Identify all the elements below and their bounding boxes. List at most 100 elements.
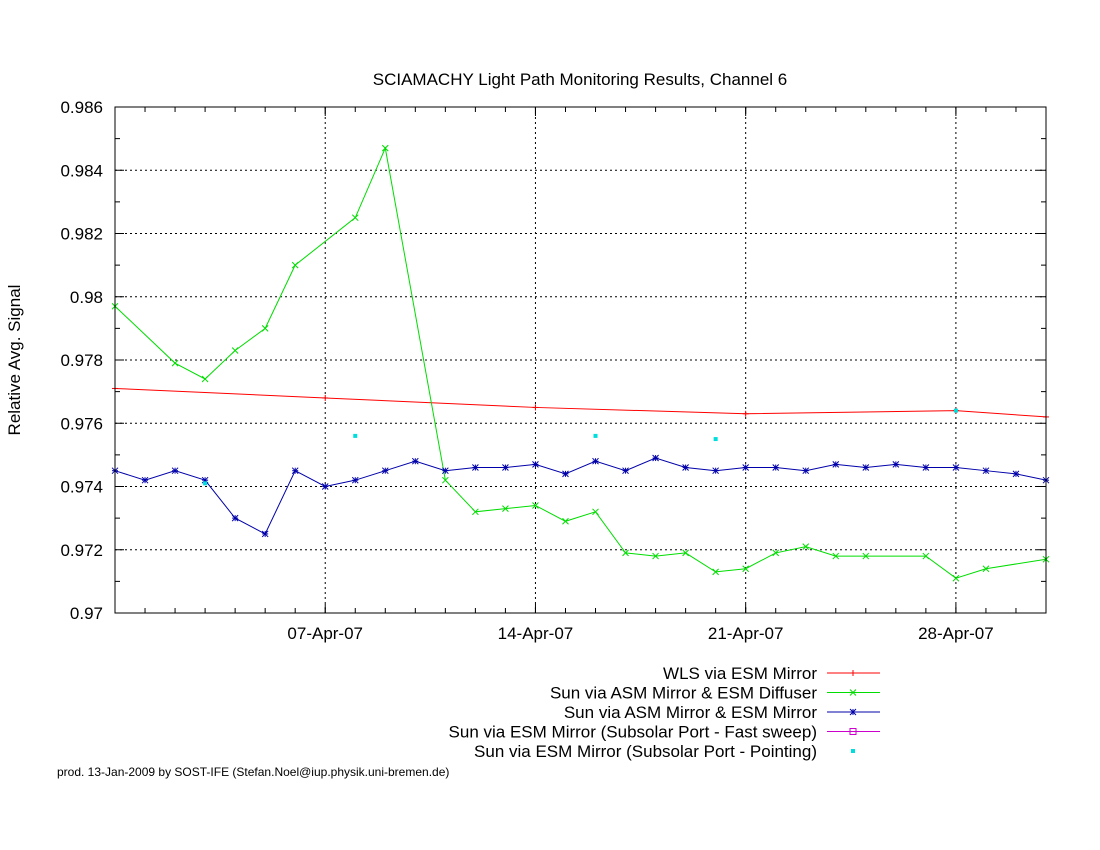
data-point	[652, 552, 659, 560]
legend-label: Sun via ESM Mirror (Subsolar Port - Fast…	[449, 723, 817, 742]
series-2	[111, 454, 1050, 538]
data-point	[472, 508, 479, 516]
data-point	[502, 505, 509, 512]
data-point	[171, 359, 179, 367]
data-point	[562, 470, 569, 478]
data-point	[351, 214, 359, 222]
chart-title: SCIAMACHY Light Path Monitoring Results,…	[373, 70, 788, 89]
data-point	[562, 517, 569, 525]
data-point	[532, 404, 539, 411]
data-point	[713, 437, 718, 442]
data-point	[862, 552, 870, 560]
data-point	[592, 508, 599, 516]
data-point	[442, 467, 449, 475]
legend-label: WLS via ESM Mirror	[663, 664, 817, 683]
axis-ticks	[115, 106, 1046, 614]
data-point	[532, 502, 539, 509]
data-point	[622, 549, 629, 557]
data-point	[1012, 470, 1020, 478]
data-point	[502, 464, 509, 471]
y-tick-label: 0.98	[70, 288, 103, 307]
series-0	[112, 385, 1049, 420]
data-point	[381, 467, 389, 475]
data-point	[141, 476, 149, 484]
x-tick-label: 28-Apr-07	[918, 624, 994, 643]
data-point	[592, 457, 599, 465]
data-point	[772, 549, 780, 557]
y-tick-label: 0.976	[60, 414, 103, 433]
y-tick-label: 0.97	[70, 604, 103, 623]
data-point	[231, 347, 239, 354]
data-point	[982, 565, 990, 573]
y-tick-labels: 0.97 0.972 0.974 0.976 0.978 0.98 0.982 0.984 0.…	[60, 98, 103, 623]
y-tick-label: 0.982	[60, 225, 103, 244]
legend-marker	[851, 749, 855, 753]
x-tick-label: 21-Apr-07	[708, 624, 784, 643]
series-4	[203, 408, 958, 486]
legend-marker	[850, 670, 856, 676]
footer-text: prod. 13-Jan-2009 by SOST-IFE (Stefan.No…	[57, 765, 449, 779]
plot-border	[114, 106, 1047, 614]
data-point	[682, 549, 689, 557]
grid-lines	[115, 107, 1046, 613]
y-axis-label: Relative Avg. Signal	[5, 285, 24, 436]
data-point	[532, 461, 539, 468]
data-point	[593, 433, 598, 438]
data-point	[712, 568, 719, 576]
data-point	[411, 457, 419, 465]
legend-label: Sun via ASM Mirror & ESM Mirror	[564, 703, 817, 722]
data-point	[772, 464, 780, 471]
legend-label: Sun via ASM Mirror & ESM Diffuser	[550, 684, 817, 703]
series-1	[111, 144, 1050, 582]
data-point	[952, 574, 960, 582]
series-layer	[111, 144, 1050, 582]
data-point	[321, 483, 329, 490]
data-point	[472, 464, 479, 471]
data-point	[622, 467, 629, 475]
data-point	[862, 464, 870, 471]
legend-marker	[849, 689, 857, 696]
data-point	[953, 408, 958, 413]
y-tick-label: 0.978	[60, 351, 103, 370]
data-point	[381, 144, 389, 152]
series-line	[114, 146, 1047, 579]
y-tick-label: 0.972	[60, 541, 103, 560]
data-point	[682, 464, 689, 471]
data-point	[652, 454, 659, 462]
data-point	[171, 467, 179, 475]
legend-label: Sun via ESM Mirror (Subsolar Port - Poin…	[474, 742, 817, 761]
data-point	[802, 543, 810, 550]
data-point	[322, 394, 329, 401]
x-tick-label: 14-Apr-07	[498, 624, 574, 643]
data-point	[712, 467, 719, 475]
series-line	[114, 457, 1047, 535]
x-tick-labels: 07-Apr-07 14-Apr-07 21-Apr-07 28-Apr-07	[287, 624, 993, 643]
series-line	[114, 387, 1047, 418]
legend-marker	[849, 728, 857, 735]
data-point	[742, 565, 750, 573]
data-point	[922, 552, 930, 560]
y-tick-label: 0.974	[60, 478, 103, 497]
data-point	[261, 325, 269, 332]
x-tick-label: 07-Apr-07	[287, 624, 363, 643]
data-point	[261, 530, 269, 538]
y-tick-label: 0.986	[60, 98, 103, 117]
data-point	[802, 467, 810, 475]
data-point	[742, 464, 750, 471]
data-point	[892, 461, 900, 468]
legend-marker	[849, 708, 857, 716]
data-point	[982, 467, 990, 475]
data-point	[952, 464, 960, 471]
data-point	[201, 375, 209, 383]
data-point	[742, 410, 749, 417]
data-point	[291, 261, 299, 269]
data-point	[291, 467, 299, 475]
data-point	[203, 481, 208, 486]
y-tick-label: 0.984	[60, 161, 103, 180]
data-point	[231, 514, 239, 522]
data-point	[832, 461, 840, 468]
data-point	[922, 464, 930, 471]
data-point	[353, 433, 358, 438]
data-point	[442, 476, 449, 484]
